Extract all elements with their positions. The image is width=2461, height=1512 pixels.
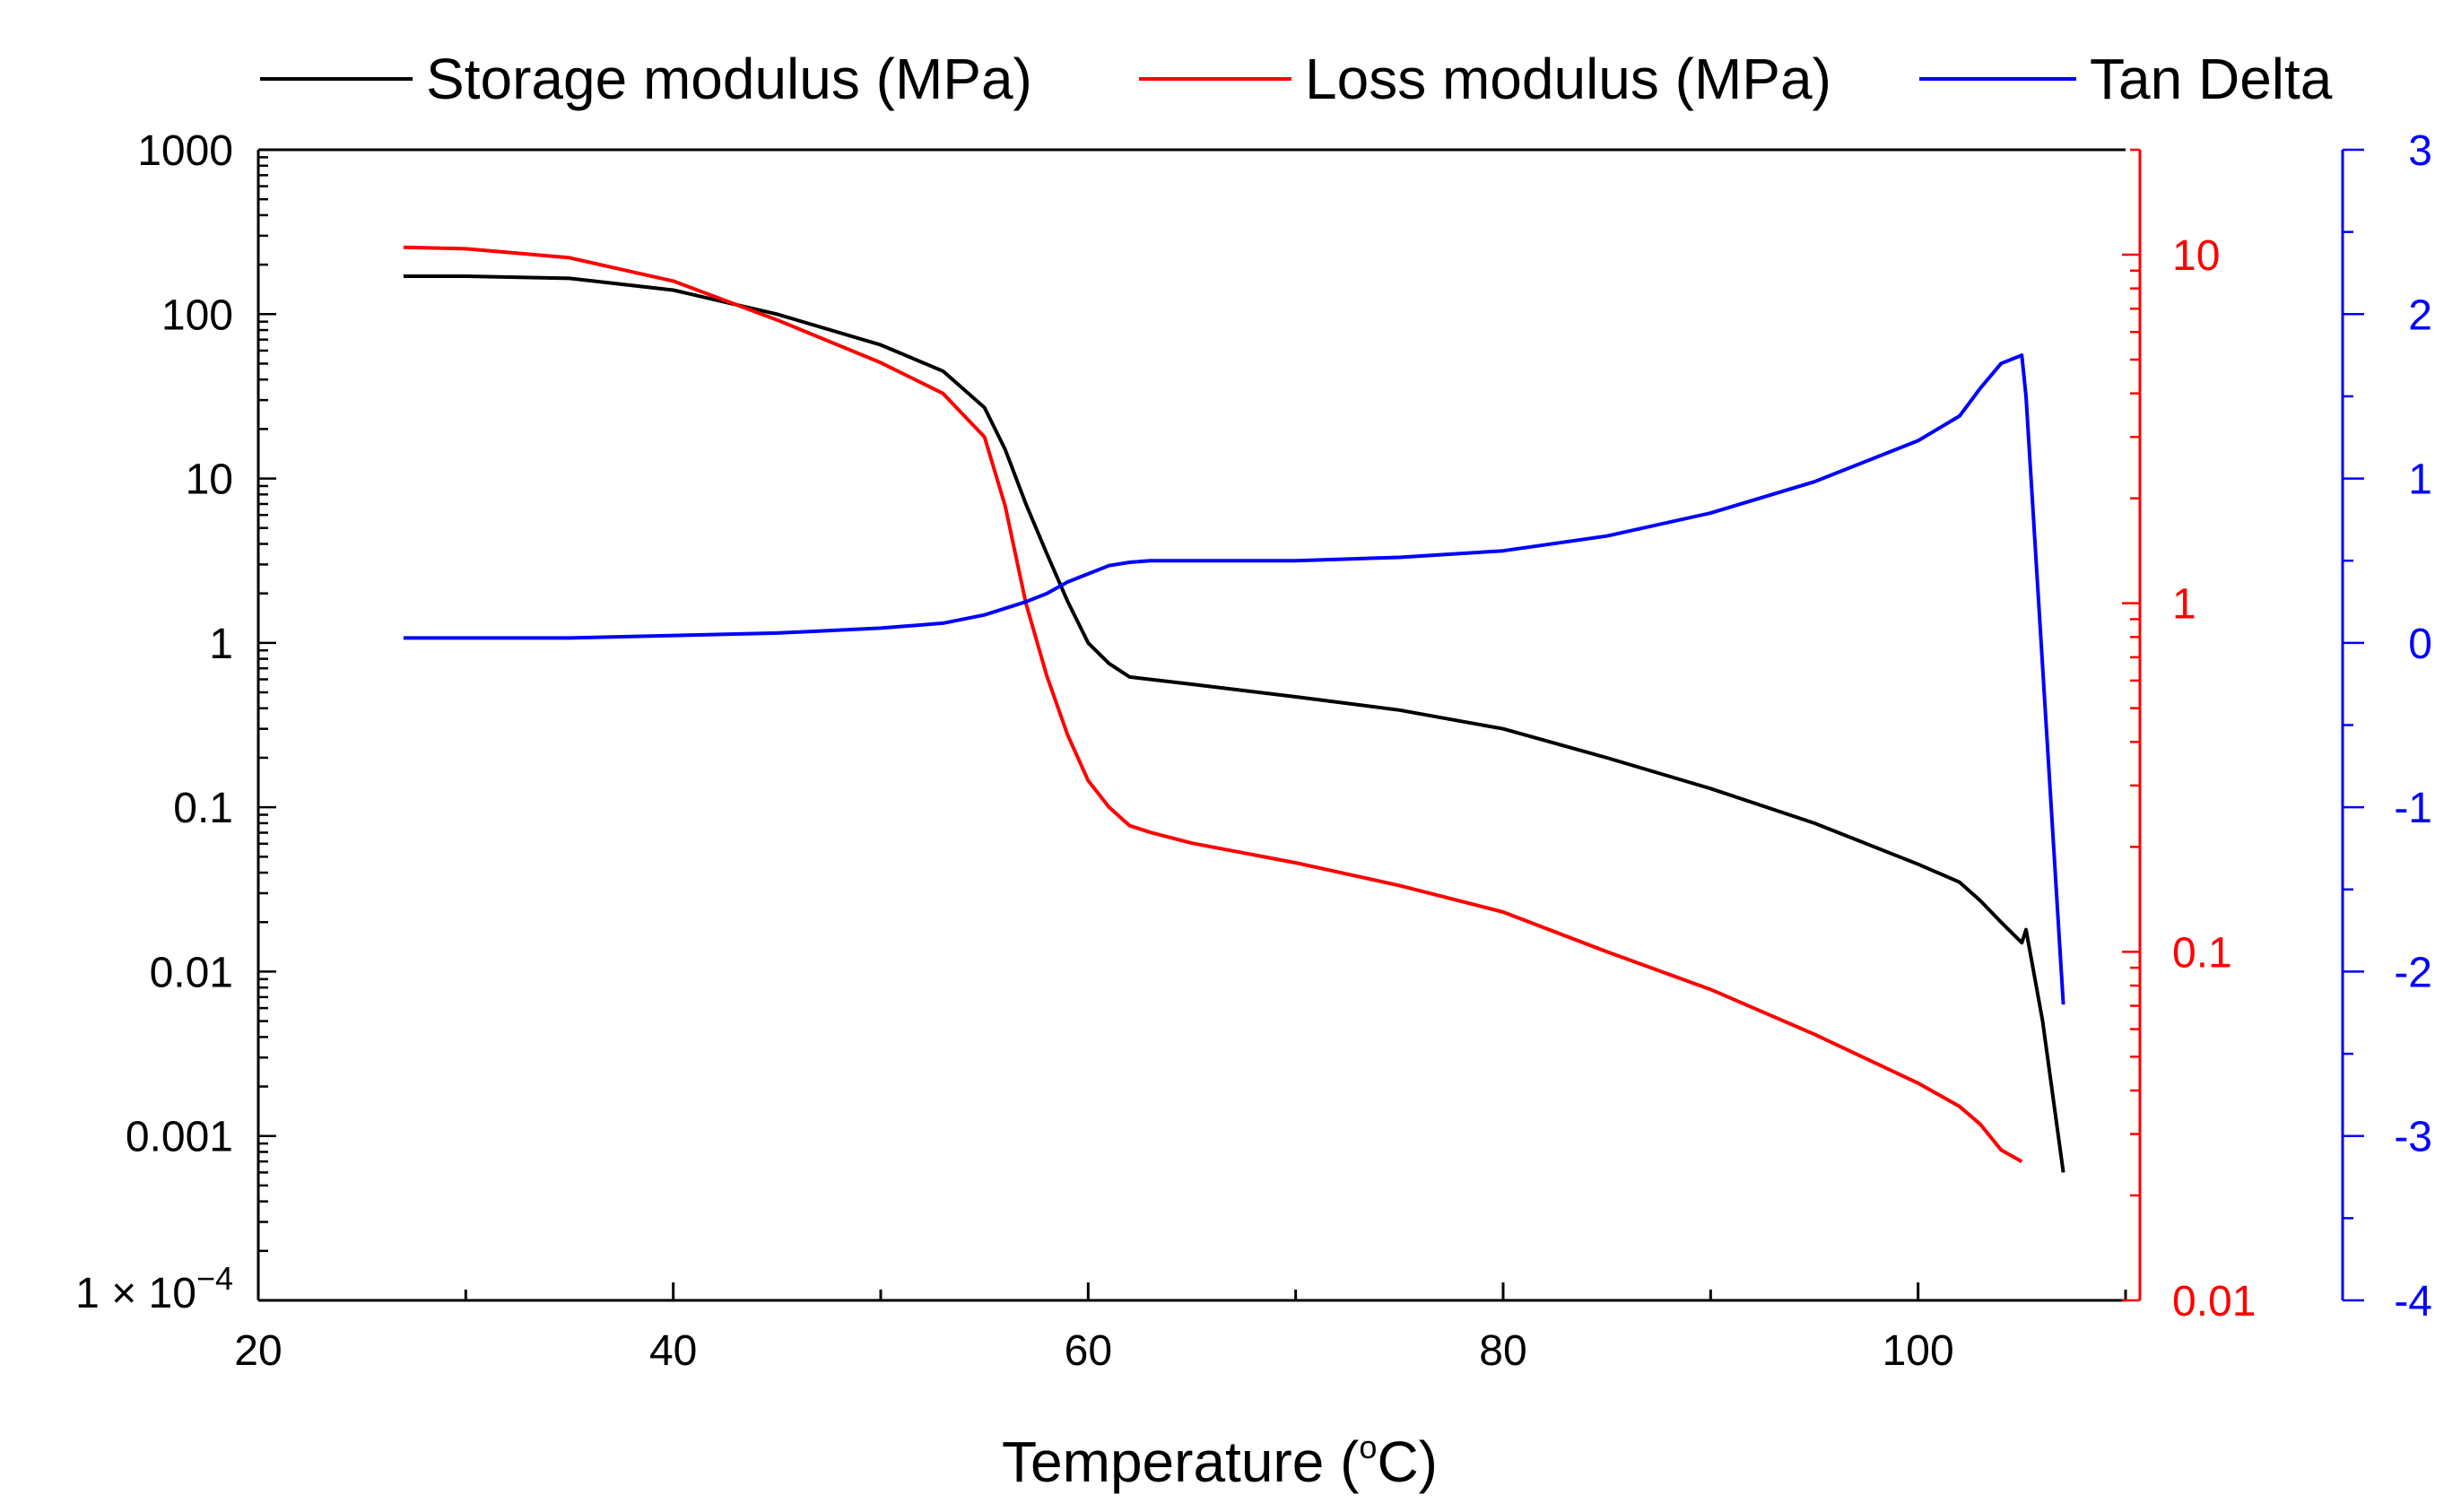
series-line-3 [403, 353, 2065, 1005]
blue-tick-label: -4 [2394, 1278, 2432, 1325]
red-tick-label: 10 [2172, 232, 2220, 280]
legend-label-2: Loss modulus (MPa) [1305, 47, 1831, 111]
red-tick-label: 1 [2172, 581, 2196, 629]
series-lines [403, 245, 2065, 1173]
blue-tick-label: 2 [2408, 291, 2432, 339]
left-tick-label-prefix: 1 × 10 [75, 1270, 196, 1317]
legend: Storage modulus (MPa) Loss modulus (MPa) T… [260, 47, 2333, 111]
blue-tick-label: -3 [2394, 1114, 2432, 1161]
left-tick-label: 10 [186, 456, 233, 504]
left-tick-label: 100 [161, 291, 233, 339]
x-tick-label: 80 [1479, 1327, 1526, 1375]
blue-tick-label: -2 [2394, 949, 2432, 996]
legend-label-3: Tan Delta [2090, 47, 2333, 111]
plot-frame [257, 148, 2344, 1302]
left-tick-label: 0.001 [126, 1114, 233, 1161]
left-tick-label-exponent: −4 [196, 1260, 233, 1297]
x-tick-label: 40 [649, 1327, 697, 1375]
axis-ticks [257, 148, 2364, 1302]
series-line-2 [403, 245, 2023, 1164]
left-tick-label: 1000 [137, 127, 233, 175]
blue-tick-label: 3 [2408, 127, 2432, 175]
x-axis-title: Temperature (oC) [1002, 1429, 1438, 1494]
blue-tick-label: 0 [2408, 621, 2432, 668]
series-line-1 [403, 274, 2065, 1173]
left-tick-label: 0.1 [173, 785, 233, 832]
red-tick-label: 0.1 [2172, 929, 2232, 977]
x-tick-label: 60 [1065, 1327, 1112, 1375]
x-tick-label: 20 [234, 1327, 282, 1375]
red-tick-label: 0.01 [2172, 1278, 2256, 1325]
legend-label-1: Storage modulus (MPa) [426, 47, 1032, 111]
blue-tick-label: -1 [2394, 785, 2432, 832]
x-tick-label: 100 [1883, 1327, 1954, 1375]
left-tick-label-bottom: 1 × 10−4 [75, 1260, 233, 1317]
left-tick-label: 1 [209, 621, 233, 668]
blue-tick-label: 1 [2408, 456, 2432, 504]
left-tick-label: 0.01 [150, 949, 233, 996]
